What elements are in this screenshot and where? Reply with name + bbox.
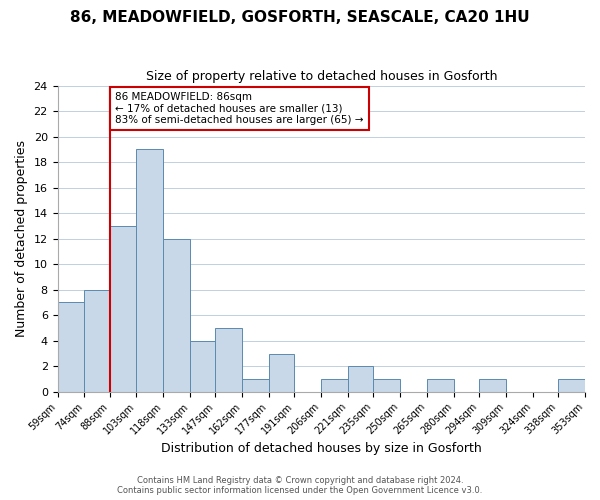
- Text: Contains HM Land Registry data © Crown copyright and database right 2024.
Contai: Contains HM Land Registry data © Crown c…: [118, 476, 482, 495]
- Text: 86 MEADOWFIELD: 86sqm
← 17% of detached houses are smaller (13)
83% of semi-deta: 86 MEADOWFIELD: 86sqm ← 17% of detached …: [115, 92, 364, 125]
- Bar: [373, 379, 400, 392]
- Bar: [558, 379, 585, 392]
- Text: 86, MEADOWFIELD, GOSFORTH, SEASCALE, CA20 1HU: 86, MEADOWFIELD, GOSFORTH, SEASCALE, CA2…: [70, 10, 530, 25]
- Bar: [348, 366, 373, 392]
- Bar: [427, 379, 454, 392]
- Bar: [163, 238, 190, 392]
- Bar: [85, 290, 110, 392]
- Title: Size of property relative to detached houses in Gosforth: Size of property relative to detached ho…: [146, 70, 497, 83]
- Y-axis label: Number of detached properties: Number of detached properties: [15, 140, 28, 337]
- Bar: [110, 226, 136, 392]
- Bar: [321, 379, 348, 392]
- Bar: [479, 379, 506, 392]
- Bar: [190, 341, 215, 392]
- X-axis label: Distribution of detached houses by size in Gosforth: Distribution of detached houses by size …: [161, 442, 482, 455]
- Bar: [242, 379, 269, 392]
- Bar: [58, 302, 85, 392]
- Bar: [215, 328, 242, 392]
- Bar: [269, 354, 295, 392]
- Bar: [136, 150, 163, 392]
